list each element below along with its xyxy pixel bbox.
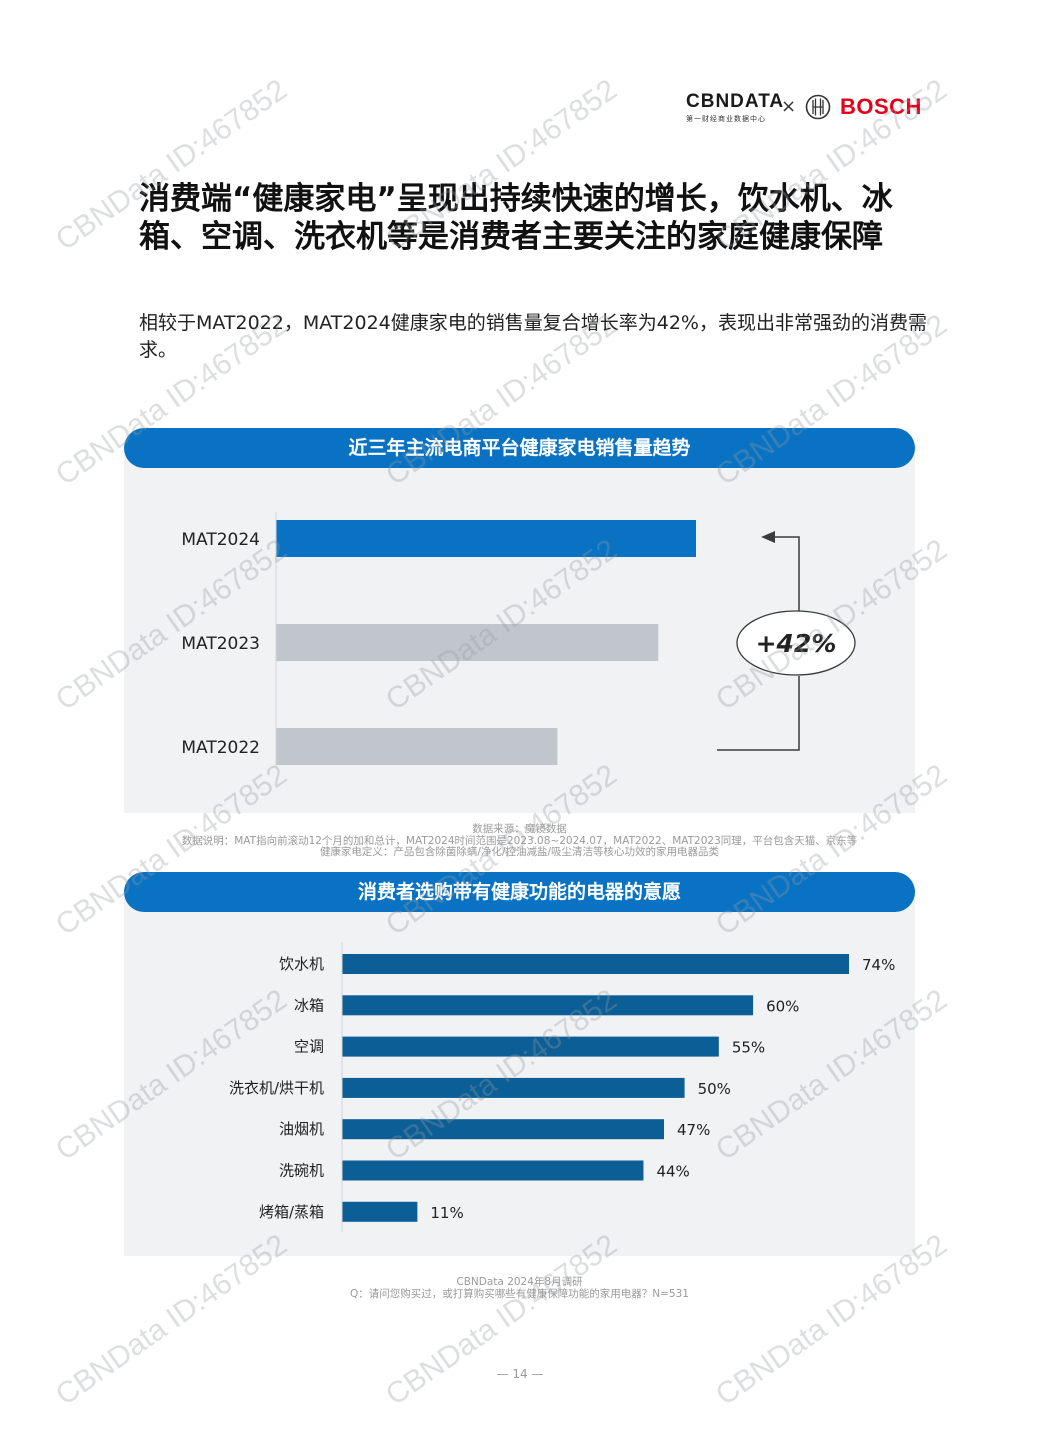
- chart2-bar: [342, 995, 754, 1016]
- cbndata-logo: CBNDATA 第一财经商业数据中心: [686, 91, 785, 126]
- chart1-source-line: 健康家电定义：产品包含除菌除螨/净化/控油减盐/吸尘清洁等核心功效的家用电器品类: [319, 846, 720, 858]
- chart1-category-label: MAT2023: [181, 634, 260, 654]
- chart2-category-label: 空调: [294, 1038, 324, 1056]
- chart2-source-line: Q：请问您购买过，或打算购买哪些有健康保障功能的家用电器？N=531: [350, 1287, 689, 1300]
- cbndata-logo-text: CBNDATA: [686, 91, 785, 112]
- chart2-panel: [124, 892, 915, 1256]
- bracket-arrow-icon: [761, 531, 775, 543]
- chart2-bar: [342, 1160, 644, 1181]
- chart1-bar: [276, 728, 558, 765]
- growth-ellipse: [736, 610, 856, 676]
- chart1-category-label: MAT2024: [181, 530, 260, 550]
- chart1-bar: [276, 520, 696, 557]
- chart2-category-label: 油烟机: [279, 1120, 324, 1138]
- page-title: 消费端“健康家电”呈现出持续快速的增长，饮水机、冰箱、空调、洗衣机等是消费者主要…: [139, 181, 893, 255]
- chart2-bar: [342, 954, 849, 974]
- chart1-category-label: MAT2022: [181, 738, 260, 758]
- chart1-bar: [276, 624, 659, 661]
- chart2-banner: 消费者选购带有健康功能的电器的意愿: [124, 872, 915, 912]
- page-number: — 14 —: [496, 1367, 544, 1381]
- chart2-svg: 饮水机 74% 冰箱 60% 空调 55% 洗衣机/烘干机 50% 油烟机 47% 洗碗机 44% 烤箱…: [229, 942, 895, 1232]
- chart2-value-label: 74%: [862, 956, 895, 974]
- chart2-category-label: 冰箱: [294, 996, 324, 1014]
- chart2-category-label: 洗碗机: [279, 1162, 324, 1180]
- chart2-value-label: 60%: [766, 997, 799, 1015]
- chart2-source: CBNData 2024年8月调研 Q：请问您购买过，或打算购买哪些有健康保障功…: [124, 1276, 915, 1300]
- chart2-bar: [342, 1201, 418, 1222]
- growth-bracket: +42%: [717, 531, 856, 751]
- chart2-bar: [342, 1119, 665, 1140]
- page-subtitle: 相较于MAT2022，MAT2024健康家电的销售量复合增长率为42%，表现出非…: [139, 312, 927, 361]
- chart1-source: 数据来源：魔镜数据 数据说明：MAT指向前滚动12个月的加和总计，MAT2024…: [124, 823, 915, 859]
- chart2-value-label: 11%: [430, 1204, 463, 1222]
- cbndata-logo-subtext: 第一财经商业数据中心: [686, 115, 766, 123]
- chart2-value-label: 44%: [656, 1163, 689, 1181]
- chart2-value-label: 55%: [732, 1039, 765, 1057]
- bosch-logo: BOSCH: [840, 94, 922, 119]
- chart1-banner: 近三年主流电商平台健康家电销售量趋势: [124, 428, 915, 468]
- growth-label: +42%: [756, 629, 837, 658]
- chart1-svg: MAT2024 MAT2023 MAT2022 +42%: [181, 512, 856, 766]
- chart1-source-line: 数据来源：魔镜数据: [472, 823, 567, 835]
- chart2-category-label: 饮水机: [279, 955, 324, 973]
- chart1-source-line: 数据说明：MAT指向前滚动12个月的加和总计，MAT2024时间范围是2023.…: [181, 834, 858, 847]
- chart2-value-label: 47%: [677, 1121, 710, 1139]
- chart2-category-label: 洗衣机/烘干机: [229, 1079, 324, 1097]
- chart2-bar: [342, 1036, 719, 1057]
- chart2-value-label: 50%: [698, 1080, 731, 1098]
- chart2-source-line: CBNData 2024年8月调研: [456, 1276, 583, 1288]
- chart2-bar: [342, 1077, 685, 1098]
- bosch-armature-icon: [805, 94, 831, 120]
- collab-cross: ×: [781, 96, 797, 117]
- chart2-category-label: 烤箱/蒸箱: [259, 1203, 324, 1221]
